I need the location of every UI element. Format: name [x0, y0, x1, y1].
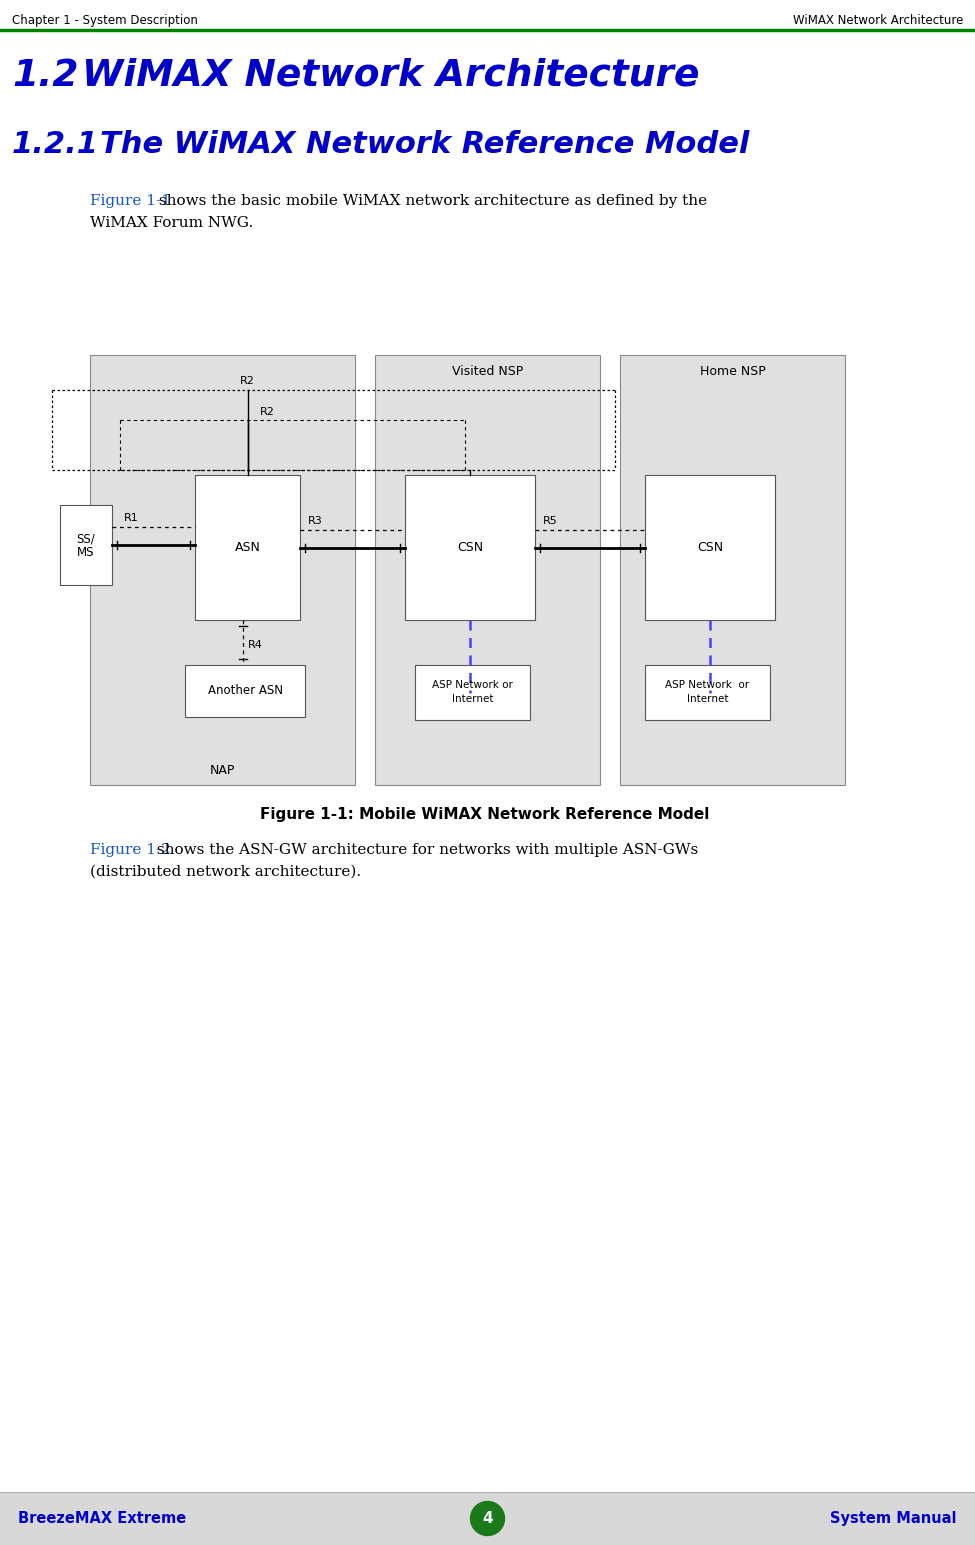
Text: Figure 1-1: Figure 1-1 [90, 195, 171, 209]
Text: Figure 1-2: Figure 1-2 [90, 844, 171, 857]
Text: 1.2.1: 1.2.1 [12, 130, 99, 159]
Bar [620, 355, 845, 785]
Text: System Manual: System Manual [831, 1511, 957, 1526]
Text: Figure 1-1: Mobile WiMAX Network Reference Model: Figure 1-1: Mobile WiMAX Network Referen… [260, 806, 710, 822]
Text: shows the ASN-GW architecture for networks with multiple ASN-GWs: shows the ASN-GW architecture for networ… [152, 844, 698, 857]
Bar [405, 474, 535, 620]
Bar [60, 505, 112, 586]
Text: Internet: Internet [451, 695, 493, 705]
Text: WiMAX Forum NWG.: WiMAX Forum NWG. [90, 216, 254, 230]
Bar [90, 355, 355, 785]
Bar [185, 664, 305, 717]
Text: Another ASN: Another ASN [208, 684, 283, 697]
Text: Internet: Internet [686, 695, 728, 705]
Text: NAP: NAP [210, 763, 235, 777]
Bar [645, 474, 775, 620]
Text: ASN: ASN [235, 541, 260, 555]
Text: ASP Network  or: ASP Network or [665, 680, 750, 691]
Text: R3: R3 [308, 516, 323, 525]
Text: SS/: SS/ [77, 533, 96, 545]
Bar [415, 664, 530, 720]
Text: R1: R1 [124, 513, 138, 524]
Text: Home NSP: Home NSP [700, 365, 765, 379]
Text: CSN: CSN [457, 541, 483, 555]
Text: 1.2: 1.2 [12, 59, 79, 94]
Text: WiMAX Network Architecture: WiMAX Network Architecture [793, 14, 963, 26]
Text: CSN: CSN [697, 541, 723, 555]
Text: BreezeMAX Extreme: BreezeMAX Extreme [18, 1511, 186, 1526]
Text: R4: R4 [248, 640, 262, 650]
Text: ASP Network or: ASP Network or [432, 680, 513, 691]
Bar [195, 474, 300, 620]
Text: 4: 4 [483, 1511, 492, 1526]
Text: The WiMAX Network Reference Model: The WiMAX Network Reference Model [100, 130, 750, 159]
Text: Visited NSP: Visited NSP [451, 365, 524, 379]
Text: Chapter 1 - System Description: Chapter 1 - System Description [12, 14, 198, 26]
Text: R2: R2 [260, 406, 275, 417]
Bar [645, 664, 770, 720]
Text: R5: R5 [543, 516, 558, 525]
Bar [0, 1492, 975, 1545]
Circle shape [471, 1502, 504, 1536]
Bar [375, 355, 600, 785]
Text: shows the basic mobile WiMAX network architecture as defined by the: shows the basic mobile WiMAX network arc… [154, 195, 707, 209]
Text: (distributed network architecture).: (distributed network architecture). [90, 865, 361, 879]
Text: WiMAX Network Architecture: WiMAX Network Architecture [82, 59, 699, 94]
Text: MS: MS [77, 547, 95, 559]
Text: R2: R2 [240, 375, 254, 386]
